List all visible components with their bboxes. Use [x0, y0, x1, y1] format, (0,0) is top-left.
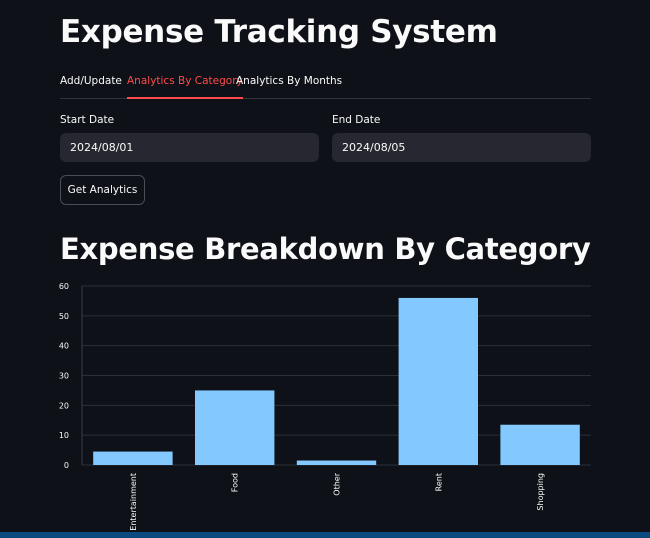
- bar-food: [194, 390, 275, 465]
- y-tick-label: 20: [59, 401, 69, 410]
- x-tick-label: Shopping: [536, 473, 545, 511]
- x-tick-label: Other: [333, 472, 342, 495]
- get-analytics-button[interactable]: Get Analytics: [60, 175, 145, 205]
- start-date-label: Start Date: [60, 114, 115, 126]
- expense-bar-chart: 0 10 20 30 40 50 60 Entertainment Food Other Rent S…: [59, 282, 591, 531]
- y-tick-label: 0: [64, 461, 69, 470]
- bar-other: [296, 460, 377, 465]
- y-tick-label: 10: [59, 431, 69, 440]
- y-tick-label: 30: [59, 372, 69, 381]
- tab-add-update[interactable]: Add/Update: [60, 75, 122, 87]
- start-date-input[interactable]: [60, 133, 319, 162]
- y-tick-label: 60: [59, 282, 69, 291]
- section-title: Expense Breakdown By Category: [60, 232, 591, 266]
- x-tick-label: Food: [231, 473, 240, 492]
- tab-analytics-by-months[interactable]: Analytics By Months: [236, 75, 343, 87]
- y-tick-label: 50: [59, 312, 69, 321]
- x-tick-label: Rent: [434, 473, 443, 491]
- app-title: Expense Tracking System: [60, 14, 498, 50]
- end-date-label: End Date: [332, 114, 381, 126]
- end-date-input[interactable]: [332, 133, 591, 162]
- bar-shopping: [500, 424, 580, 465]
- tab-bar: Add/Update Analytics By Category Analyti…: [60, 70, 591, 99]
- tab-analytics-by-category[interactable]: Analytics By Category: [127, 75, 243, 99]
- bar-entertainment: [93, 451, 173, 465]
- x-tick-label: Entertainment: [129, 473, 138, 531]
- footer-bar: [0, 532, 650, 538]
- y-tick-label: 40: [59, 342, 69, 351]
- bar-rent: [398, 297, 479, 465]
